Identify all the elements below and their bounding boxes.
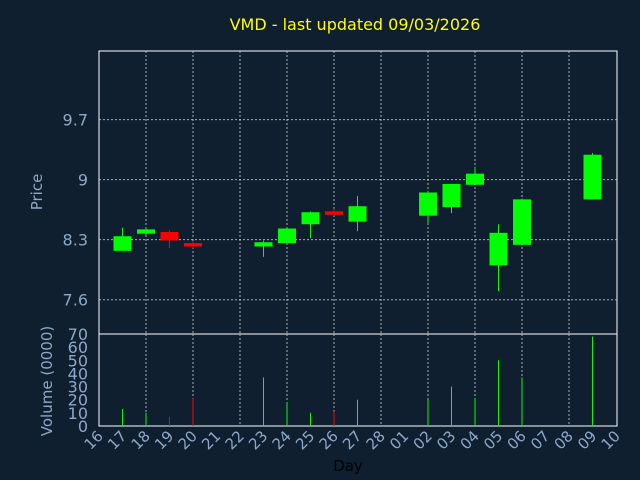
day-tick-label: 27	[339, 427, 365, 453]
day-tick-label: 02	[410, 427, 436, 453]
candlestick-series	[113, 153, 602, 292]
candle-body	[160, 231, 179, 241]
candle-27	[348, 195, 367, 232]
candle-body	[489, 232, 508, 266]
candle-body	[278, 228, 296, 244]
chart-title: VMD - last updated 09/03/2026	[230, 15, 481, 34]
volume-tick-label: 0	[78, 417, 88, 436]
candle-body	[301, 212, 320, 225]
day-tick-label: 06	[504, 427, 530, 453]
price-tick-label: 7.6	[63, 291, 88, 310]
candle-body	[466, 173, 484, 185]
day-tick-label: 23	[245, 427, 271, 453]
x-axis-label: Day	[333, 457, 363, 475]
candle-24	[278, 227, 296, 244]
price-tick-label: 9	[78, 171, 88, 190]
volume-tick-label: 50	[68, 351, 88, 370]
day-tick-label: 05	[480, 427, 506, 453]
candle-25	[301, 211, 320, 238]
volume-tick-label: 10	[68, 404, 88, 423]
day-tick-label: 25	[292, 427, 318, 453]
candle-body	[583, 154, 602, 200]
price-tick-label: 9.7	[63, 111, 88, 130]
day-tick-label: 18	[128, 427, 154, 453]
price-panel: 7.6 8.3 9 9.7	[63, 50, 618, 335]
day-tick-label: 22	[222, 427, 248, 453]
candle-04	[466, 166, 484, 185]
price-tick-label: 8.3	[63, 231, 88, 250]
day-tick-label: 04	[457, 427, 483, 453]
price-plot-border	[98, 50, 618, 335]
day-tick-labels: 1617181920212223242526272801020304050607…	[81, 427, 624, 453]
day-tick-label: 09	[574, 427, 600, 453]
day-tick-label: 10	[598, 427, 624, 453]
candle-06	[513, 198, 531, 245]
candle-09	[583, 153, 602, 200]
candle-body	[348, 206, 367, 222]
day-tick-label: 28	[363, 427, 389, 453]
volume-tick-label: 60	[68, 338, 88, 357]
volume-tick-label: 30	[68, 378, 88, 397]
candle-23	[254, 240, 273, 257]
candle-body	[254, 242, 273, 247]
candle-body	[513, 199, 531, 245]
volume-bar-series	[122, 336, 593, 426]
day-tick-label: 20	[175, 427, 201, 453]
candle-26	[325, 208, 343, 216]
candle-body	[442, 183, 461, 208]
price-gridlines-vertical	[145, 51, 570, 334]
candle-body	[325, 211, 343, 215]
volume-tick-label: 70	[68, 325, 88, 344]
day-tick-label: 07	[527, 427, 553, 453]
day-tick-label: 01	[386, 427, 412, 453]
candle-body	[184, 243, 202, 247]
price-tick-labels: 7.6 8.3 9 9.7	[63, 111, 88, 310]
day-tick-label: 24	[269, 427, 295, 453]
day-tick-label: 08	[551, 427, 577, 453]
candle-03	[442, 183, 461, 214]
candle-20	[184, 241, 202, 249]
day-tick-label: 17	[104, 427, 130, 453]
candle-05	[489, 224, 508, 292]
day-tick-label: 19	[151, 427, 177, 453]
candle-17	[113, 227, 132, 251]
candle-02	[419, 190, 437, 225]
candle-18	[137, 227, 155, 236]
price-axis-label: Price	[28, 174, 46, 211]
day-tick-label: 21	[198, 427, 224, 453]
day-tick-label: 26	[316, 427, 342, 453]
volume-axis-label: Volume (0000)	[38, 326, 56, 436]
candle-body	[137, 229, 155, 234]
day-tick-label: 03	[433, 427, 459, 453]
candle-19	[160, 230, 179, 249]
volume-tick-label: 20	[68, 391, 88, 410]
volume-tick-label: 40	[68, 364, 88, 383]
candle-body	[419, 192, 437, 216]
candle-body	[113, 236, 132, 251]
